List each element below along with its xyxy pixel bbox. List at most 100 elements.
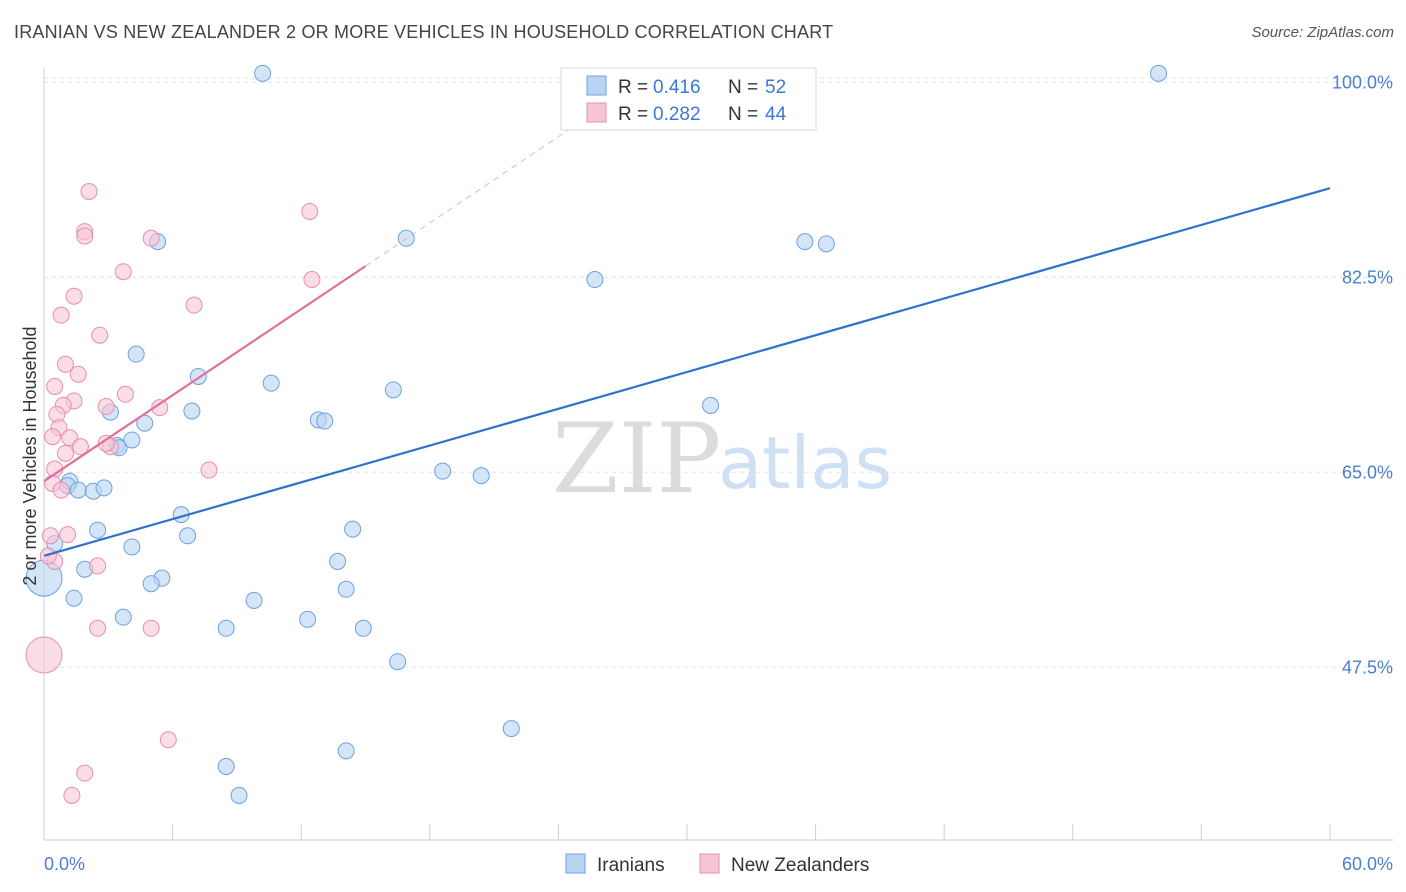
data-point-new-zealander xyxy=(116,385,134,403)
legend-r-label-iranians: R = xyxy=(618,77,648,98)
data-point-new-zealander xyxy=(52,306,70,324)
watermark-zip: ZIP xyxy=(552,403,721,515)
y-tick-label: 65.0% xyxy=(1342,462,1393,482)
watermark-atlas: atlas xyxy=(718,421,892,505)
trend-line-new-zealanders xyxy=(43,265,367,483)
y-tick-label: 100.0% xyxy=(1332,72,1393,92)
data-point-iranian xyxy=(114,608,132,626)
data-point-new-zealander xyxy=(142,619,160,637)
data-point-new-zealander xyxy=(56,444,74,462)
data-point-iranian xyxy=(434,462,452,480)
bottom-legend-swatch-new-zealanders xyxy=(699,853,720,874)
data-point-iranian xyxy=(472,467,490,485)
data-point-iranian xyxy=(245,591,263,609)
data-point-new-zealander xyxy=(200,461,218,479)
data-point-iranian xyxy=(344,520,362,538)
data-point-iranian xyxy=(65,589,83,607)
data-point-iranian xyxy=(89,521,107,539)
data-point-new-zealander xyxy=(63,786,81,804)
y-tick-label: 82.5% xyxy=(1342,267,1393,287)
data-point-new-zealander xyxy=(59,526,77,544)
legend-r-label-new-zealanders: R = xyxy=(618,104,648,125)
data-point-new-zealander xyxy=(301,203,319,221)
bottom-legend: Iranians New Zealanders xyxy=(565,853,869,876)
data-point-iranian xyxy=(230,786,248,804)
data-point-iranian xyxy=(262,374,280,392)
data-point-iranian xyxy=(127,345,145,363)
data-point-iranian xyxy=(123,538,141,556)
data-point-iranian xyxy=(337,742,355,760)
data-point-new-zealander xyxy=(39,547,57,565)
legend-n-new-zealanders: 44 xyxy=(765,104,787,125)
x-tick-label-max: 60.0% xyxy=(1342,854,1393,874)
legend-swatch-iranians xyxy=(586,75,607,96)
data-point-iranian xyxy=(316,412,334,430)
y-tick-label: 47.5% xyxy=(1342,657,1393,677)
data-point-iranian xyxy=(217,757,235,775)
points-layer xyxy=(25,64,1168,804)
trend-line-iranians xyxy=(43,187,1331,557)
data-point-iranian xyxy=(337,580,355,598)
data-point-iranian xyxy=(95,479,113,497)
data-point-iranian xyxy=(254,64,272,82)
data-point-new-zealander xyxy=(97,434,115,452)
data-point-new-zealander xyxy=(91,326,109,344)
legend-n-iranians: 52 xyxy=(765,77,786,98)
data-point-new-zealander xyxy=(56,355,74,373)
legend-n-label-iranians: N = xyxy=(728,77,758,98)
grid-layer xyxy=(44,77,1393,668)
data-point-new-zealander xyxy=(52,481,70,499)
data-point-iranian xyxy=(299,610,317,628)
data-point-iranian xyxy=(69,481,87,499)
data-point-iranian xyxy=(183,402,201,420)
data-point-iranian xyxy=(1150,64,1168,82)
data-point-iranian xyxy=(354,619,372,637)
data-point-new-zealander xyxy=(41,527,59,545)
data-point-new-zealander xyxy=(46,377,64,395)
data-point-iranian xyxy=(586,271,604,289)
data-point-iranian xyxy=(502,720,520,738)
watermark: ZIP atlas xyxy=(552,403,892,515)
data-point-new-zealander xyxy=(65,287,83,305)
chart-source: Source: ZipAtlas.com xyxy=(1251,24,1394,41)
legend-box: R = 0.416 N = 52 R = 0.282 N = 44 xyxy=(560,67,817,131)
data-point-new-zealander xyxy=(89,557,107,575)
data-point-new-zealander xyxy=(25,636,63,674)
legend-swatch-new-zealanders xyxy=(586,102,607,123)
data-point-new-zealander xyxy=(185,296,203,314)
data-point-iranian xyxy=(702,396,720,414)
data-point-new-zealander xyxy=(71,438,89,456)
data-point-new-zealander xyxy=(89,619,107,637)
legend-n-label-new-zealanders: N = xyxy=(728,104,758,125)
data-point-iranian xyxy=(217,619,235,637)
legend-r-new-zealanders: 0.282 xyxy=(653,104,701,125)
data-point-iranian xyxy=(817,235,835,253)
data-point-new-zealander xyxy=(69,365,87,383)
data-point-new-zealander xyxy=(76,227,94,245)
y-axis-label: 2 or more Vehicles in Household xyxy=(20,326,40,585)
bottom-legend-new-zealanders: New Zealanders xyxy=(731,855,869,876)
data-point-new-zealander xyxy=(44,428,62,446)
legend-r-iranians: 0.416 xyxy=(653,77,701,98)
data-point-iranian xyxy=(389,653,407,671)
data-point-iranian xyxy=(384,381,402,399)
data-point-new-zealander xyxy=(80,182,98,200)
data-point-iranian xyxy=(329,552,347,570)
data-point-new-zealander xyxy=(142,229,160,247)
axes-layer: 47.5% 65.0% 82.5% 100.0% xyxy=(43,68,1393,841)
data-point-new-zealander xyxy=(76,764,94,782)
bottom-legend-iranians: Iranians xyxy=(597,855,665,876)
data-point-iranian xyxy=(179,527,197,545)
x-tick-label-min: 0.0% xyxy=(44,854,85,874)
data-point-new-zealander xyxy=(97,398,115,416)
data-point-new-zealander xyxy=(151,399,169,417)
bottom-legend-swatch-iranians xyxy=(565,853,586,874)
chart-title: IRANIAN VS NEW ZEALANDER 2 OR MORE VEHIC… xyxy=(14,22,834,42)
data-point-iranian xyxy=(136,414,154,432)
data-point-new-zealander xyxy=(159,731,177,749)
data-point-iranian xyxy=(123,431,141,449)
data-point-iranian xyxy=(796,233,814,251)
data-point-iranian xyxy=(142,575,160,593)
data-point-new-zealander xyxy=(303,271,321,289)
